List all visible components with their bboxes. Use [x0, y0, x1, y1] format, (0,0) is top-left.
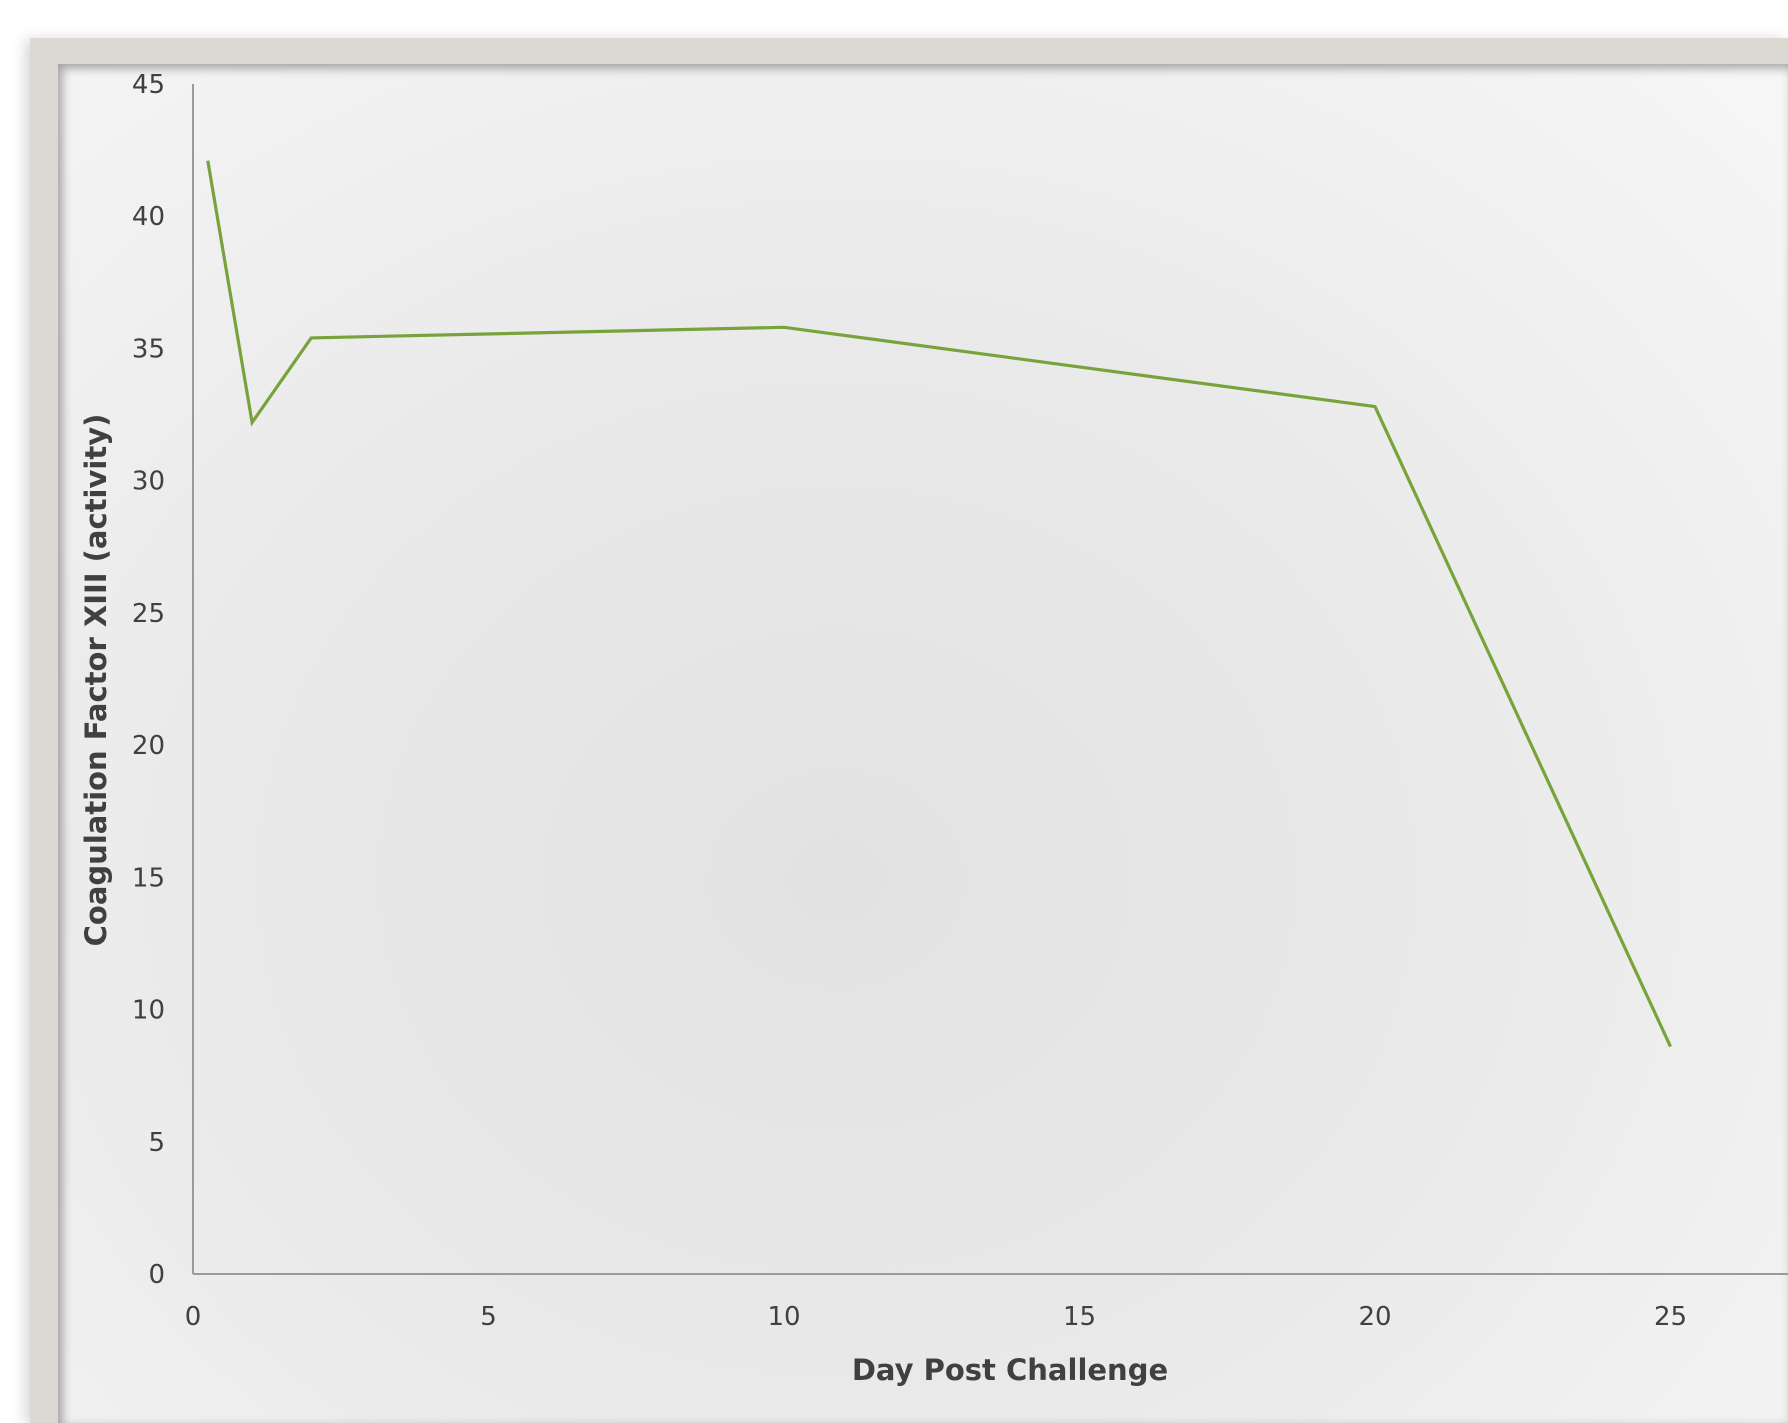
y-tick-label: 0	[148, 1260, 165, 1290]
x-tick-label: 0	[185, 1302, 202, 1332]
x-tick-label: 15	[1063, 1302, 1096, 1332]
series-layer	[206, 160, 1672, 1048]
axes	[192, 84, 1788, 1275]
y-tick-label: 40	[132, 202, 165, 232]
y-tick-label: 30	[132, 467, 165, 497]
y-tick-labels: 0 5 10 15 20 25 30 35 40 45	[132, 70, 165, 1290]
y-tick-label: 5	[148, 1128, 165, 1158]
chart-panel	[58, 64, 1788, 1423]
y-tick-label: 35	[132, 334, 165, 364]
y-tick-label: 10	[132, 996, 165, 1026]
y-tick-label: 45	[132, 70, 165, 100]
x-axis-title: Day Post Challenge	[852, 1353, 1168, 1387]
x-tick-label: 25	[1654, 1302, 1687, 1332]
y-tick-label: 20	[132, 731, 165, 761]
y-tick-label: 25	[132, 599, 165, 629]
x-tick-label: 10	[767, 1302, 800, 1332]
y-tick-label: 15	[132, 863, 165, 893]
series-line	[206, 160, 1672, 1048]
x-tick-labels: 0 5 10 15 20 25	[185, 1302, 1687, 1332]
x-tick-label: 5	[480, 1302, 497, 1332]
y-axis-title: Coagulation Factor XIII (activity)	[79, 414, 113, 947]
x-tick-label: 20	[1358, 1302, 1391, 1332]
